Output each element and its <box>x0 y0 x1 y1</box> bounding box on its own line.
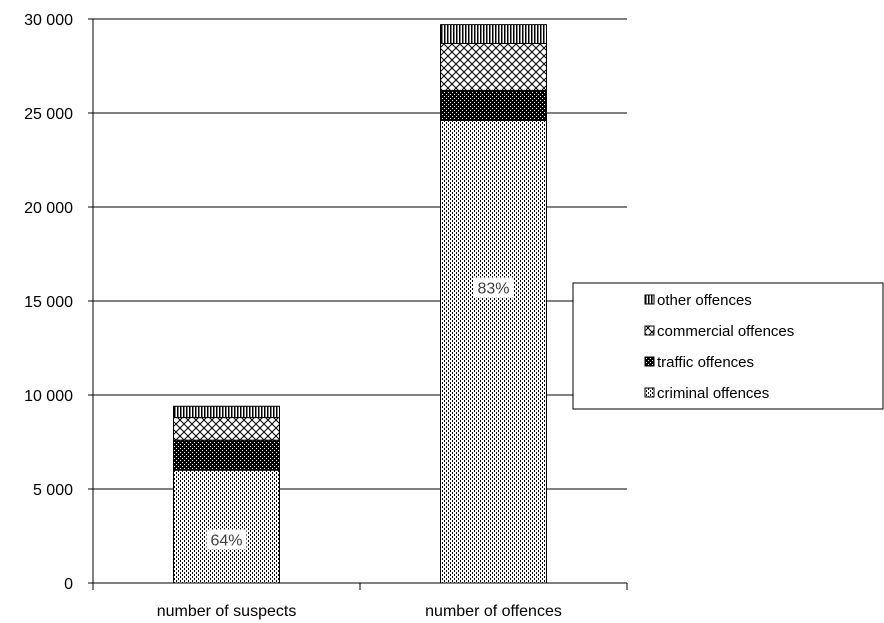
data-label-background <box>473 277 514 298</box>
y-axis-tick-labels: 0 5 000 10 000 15 000 20 000 25 000 30 000 <box>24 12 93 593</box>
y-tick-label: 15 000 <box>24 294 73 311</box>
legend-swatch-commercial-offences <box>644 325 655 336</box>
y-tick-label: 10 000 <box>24 388 73 405</box>
data-label-background <box>206 529 247 550</box>
data-label: 83% <box>477 281 509 298</box>
axes <box>88 19 628 590</box>
bar-segment-traffic-offences <box>173 439 280 471</box>
legend-label: other offences <box>657 292 752 309</box>
legend-label: commercial offences <box>657 323 794 340</box>
bar-segment-other-offences <box>173 405 280 419</box>
legend-swatch-traffic-offences <box>644 356 655 367</box>
x-category-label: number of offences <box>425 603 562 620</box>
y-tick-label: 0 <box>64 576 73 593</box>
bar-segment-criminal-offences <box>173 469 280 584</box>
y-tick-label: 25 000 <box>24 106 73 123</box>
bar-segment-criminal-offences <box>440 120 547 584</box>
legend-box <box>572 282 884 410</box>
legend-swatch-other-offences <box>644 294 655 305</box>
legend-label: criminal offences <box>657 385 769 402</box>
bars <box>173 24 547 584</box>
x-axis-category-labels: number of suspects number of offences <box>157 603 562 620</box>
x-category-label: number of suspects <box>157 603 297 620</box>
data-labels: 64% 83% <box>206 277 514 550</box>
bar-segment-traffic-offences <box>440 89 547 122</box>
bar-segment-commercial-offences <box>173 417 280 441</box>
y-tick-label: 5 000 <box>33 482 73 499</box>
y-tick-label: 30 000 <box>24 12 73 29</box>
bar-segment-other-offences <box>440 24 547 44</box>
legend: other offences commercial offences traffic… <box>572 282 884 410</box>
bar-segment-commercial-offences <box>440 42 547 91</box>
legend-label: traffic offences <box>657 354 754 371</box>
data-label: 64% <box>210 533 242 550</box>
legend-swatch-criminal-offences <box>644 387 655 398</box>
y-tick-label: 20 000 <box>24 200 73 217</box>
